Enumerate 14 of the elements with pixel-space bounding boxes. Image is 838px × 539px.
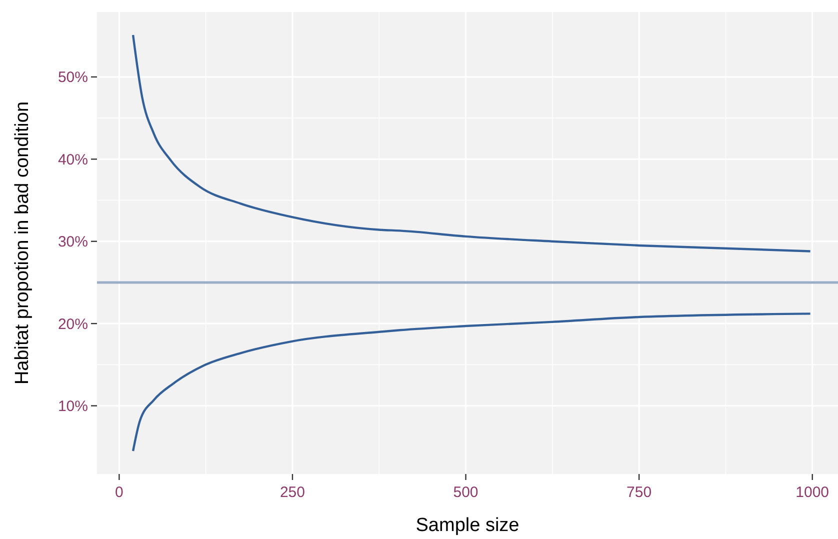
y-axis-title: Habitat propotion in bad condition	[12, 101, 33, 385]
line-series	[132, 312, 812, 452]
y-tick-label: 20%	[58, 316, 88, 333]
y-tick-label: 30%	[58, 234, 88, 251]
x-tick-label: 0	[115, 484, 124, 501]
x-tick-label: 500	[453, 484, 478, 501]
y-tick-label: 10%	[58, 398, 88, 416]
line-series	[132, 34, 812, 252]
x-tick-label: 750	[626, 484, 652, 501]
y-tick-label: 40%	[58, 151, 88, 168]
x-axis-title: Sample size	[416, 515, 520, 536]
x-tick-label: 1000	[796, 484, 830, 501]
y-tick-label: 50%	[58, 69, 88, 86]
x-tick-label: 250	[280, 484, 305, 501]
